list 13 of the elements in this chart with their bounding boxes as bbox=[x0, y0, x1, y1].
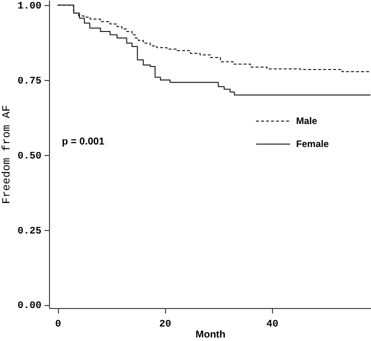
x-tick-label: 40 bbox=[266, 320, 278, 330]
y-tick-label: 0.75 bbox=[17, 76, 42, 88]
y-tick-label: 0.00 bbox=[17, 301, 42, 312]
legend-label: Male bbox=[296, 116, 318, 128]
y-tick-label: 1.00 bbox=[17, 2, 42, 13]
y-tick-label: 0.25 bbox=[17, 226, 42, 238]
annotation: p = 0.001 bbox=[62, 136, 105, 148]
legend-label: Female bbox=[296, 139, 329, 150]
x-tick-label: 0 bbox=[55, 320, 62, 330]
y-axis-title: Freedom from AF bbox=[1, 104, 14, 204]
x-axis-title: Month bbox=[196, 330, 226, 340]
x-tick-label: 20 bbox=[159, 320, 172, 330]
y-tick-label: 0.50 bbox=[17, 151, 42, 162]
